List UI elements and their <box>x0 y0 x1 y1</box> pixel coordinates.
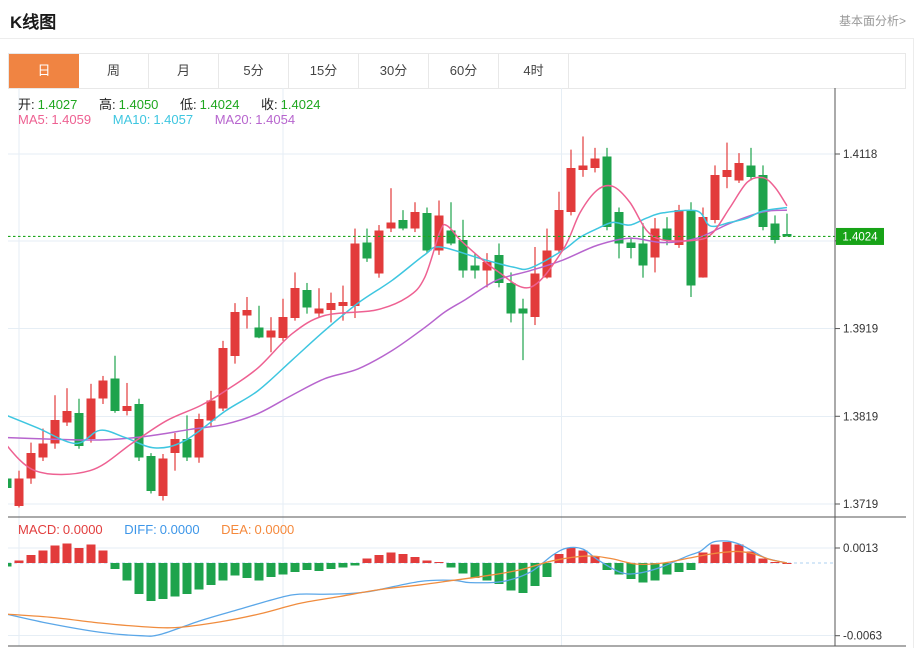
tab-day[interactable]: 日 <box>9 54 79 88</box>
svg-text:1.3719: 1.3719 <box>843 499 878 511</box>
tab-5min[interactable]: 5分 <box>219 54 289 88</box>
kline-chart-canvas[interactable]: 1.4118 1.3919 1.3819 1.3719 0.0013 -0.0063 1.4… <box>0 88 906 648</box>
tabbar-filler <box>569 54 905 88</box>
page-title: K线图 <box>10 13 57 32</box>
svg-text:-0.0063: -0.0063 <box>843 631 882 643</box>
period-tabbar: 日 周 月 5分 15分 30分 60分 4时 <box>8 53 906 89</box>
tab-week[interactable]: 周 <box>79 54 149 88</box>
tab-60min[interactable]: 60分 <box>429 54 499 88</box>
svg-text:1.4024: 1.4024 <box>842 231 878 243</box>
svg-text:1.3819: 1.3819 <box>843 411 878 423</box>
svg-text:0.0013: 0.0013 <box>843 543 878 555</box>
tab-4hour[interactable]: 4时 <box>499 54 569 88</box>
tab-month[interactable]: 月 <box>149 54 219 88</box>
tab-15min[interactable]: 15分 <box>289 54 359 88</box>
chart-area: 1.4118 1.3919 1.3819 1.3719 0.0013 -0.0063 1.4… <box>0 88 906 648</box>
svg-text:1.4118: 1.4118 <box>843 149 877 161</box>
svg-text:1.3919: 1.3919 <box>843 324 878 336</box>
tab-30min[interactable]: 30分 <box>359 54 429 88</box>
header-divider <box>0 38 914 39</box>
fundamental-analysis-link[interactable]: 基本面分析> <box>838 14 906 28</box>
